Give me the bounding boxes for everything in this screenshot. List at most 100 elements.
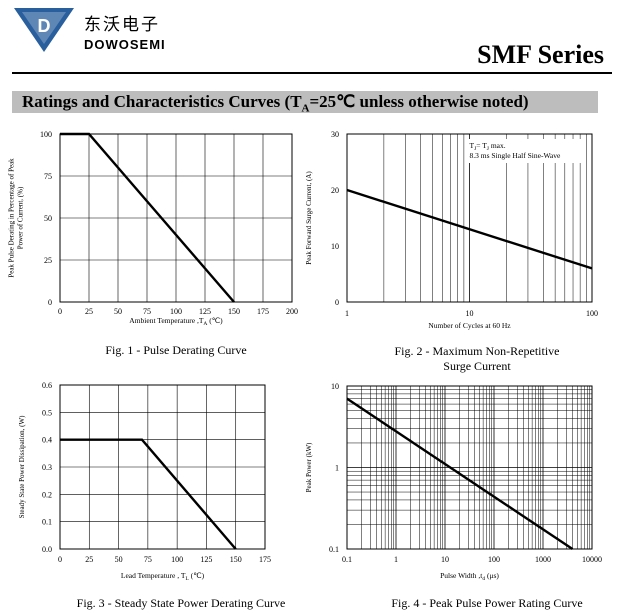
fig2-annotation-part: max. xyxy=(489,141,506,150)
chart-fig1-pulse-derating: 0 25 50 75 100 125 150 175 2000255075100Ambient … xyxy=(8,130,299,327)
header-divider xyxy=(12,72,612,74)
fig4-xtick-label: 10 xyxy=(441,555,449,564)
fig4-xtick-label: 100 xyxy=(488,555,500,564)
fig3-plot-frame xyxy=(59,384,266,550)
fig1-xtick-label: 150 xyxy=(228,307,240,316)
fig3-ytick-label: 0.0 xyxy=(42,545,52,554)
dowosemi-logo: D xyxy=(14,8,74,52)
section-title-prefix: Ratings and Characteristics Curves (T xyxy=(22,92,302,111)
fig3-xlabel-unit: (℃) xyxy=(189,571,205,580)
logo-letter: D xyxy=(38,16,51,36)
section-banner xyxy=(12,91,598,113)
fig1-xtick-label: 175 xyxy=(257,307,269,316)
logo-triangle xyxy=(14,8,74,52)
fig3-xtick-label: 50 xyxy=(115,555,123,564)
chart-fig3-steady-state-derating: 0 25 50 75 100 125 150 175 0.0 0.1 0.2 0.3 0.4 0.5 0.6… xyxy=(18,381,271,582)
fig3-xtick-label: 175 xyxy=(259,555,271,564)
fig2-annotation-bg xyxy=(467,139,586,163)
fig1-xtick-label: 75 xyxy=(143,307,151,316)
fig4-xtick-label: 1 xyxy=(394,555,398,564)
fig1-ylabel: Peak Pulse Derating in Percentage of Pea… xyxy=(8,158,16,278)
fig2-ytick-label: 10 xyxy=(331,242,339,251)
fig4-ytick-label: 1 xyxy=(335,464,339,473)
section-title-subscript: A xyxy=(301,102,310,115)
fig1-caption: Fig. 1 - Pulse Derating Curve xyxy=(105,343,247,357)
fig2-caption: Fig. 2 - Maximum Non-Repetitive Surge Cu… xyxy=(394,344,560,373)
chart-fig2-surge-current: 1 10 100 0 10 20 30 Number of Cycles at 60 Hz Pe… xyxy=(305,130,598,330)
fig2-xtick-label: 100 xyxy=(586,309,598,318)
logo-highlight xyxy=(22,12,66,44)
fig3-xtick-label: 150 xyxy=(230,555,242,564)
fig1-xtick-label: 50 xyxy=(114,307,122,316)
fig1-plot-frame xyxy=(59,133,293,303)
fig3-xtick-label: 25 xyxy=(85,555,93,564)
fig1-ytick-label: 25 xyxy=(44,256,52,265)
fig1-xtick-label: 200 xyxy=(286,307,298,316)
fig4-ytick-label: 10 xyxy=(331,382,339,391)
fig4-xlabel-subscript: d xyxy=(482,576,485,582)
fig4-xtick-label: 10000 xyxy=(582,555,602,564)
fig2-annotation-line2: 8.3 ms Single Half Sine-Wave xyxy=(470,151,562,160)
fig3-xtick-label: 125 xyxy=(200,555,212,564)
fig1-ylabel: Power of Current, (%) xyxy=(17,186,25,249)
fig3-ytick-label: 0.1 xyxy=(42,518,52,527)
fig2-ylabel: Peak Forward Surge Current, (A) xyxy=(305,171,313,265)
fig2-ytick-label: 20 xyxy=(331,186,339,195)
company-name-en: DOWOSEMI xyxy=(84,37,166,52)
fig1-ytick-label: 50 xyxy=(44,214,52,223)
fig2-ytick-label: 30 xyxy=(331,130,339,139)
fig3-ytick-label: 0.3 xyxy=(42,463,52,472)
fig1-xlabel-subscript: A xyxy=(203,321,207,327)
fig1-xtick-label: 0 xyxy=(58,307,62,316)
fig3-xtick-label: 0 xyxy=(58,555,62,564)
fig2-xtick-label: 1 xyxy=(345,309,349,318)
fig3-xlabel: Lead Temperature , TL (℃) xyxy=(121,571,205,582)
fig2-annotation-line1: TJ= TJ max. xyxy=(470,141,506,152)
fig3-xtick-label: 75 xyxy=(144,555,152,564)
fig4-xlabel-unit: (μs) xyxy=(485,571,499,580)
fig2-annotation-part: J xyxy=(474,146,477,152)
fig4-caption: Fig. 4 - Peak Pulse Power Rating Curve xyxy=(391,596,583,610)
fig2-xtick-label: 10 xyxy=(466,309,474,318)
fig2-ytick-label: 0 xyxy=(335,298,339,307)
fig1-xtick-label: 25 xyxy=(85,307,93,316)
fig1-ytick-label: 75 xyxy=(44,172,52,181)
section-title: Ratings and Characteristics Curves (TA=2… xyxy=(22,92,529,114)
fig2-annotation-part: T xyxy=(470,141,475,150)
fig3-ylabel: Steady State Power Dissipation, (W) xyxy=(18,415,26,519)
fig1-ytick-label: 100 xyxy=(40,130,52,139)
fig2-xlabel: Number of Cycles at 60 Hz xyxy=(428,321,511,330)
fig3-xlabel-subscript: L xyxy=(185,576,189,582)
fig1-xtick-label: 125 xyxy=(199,307,211,316)
fig2-annotation-part: J xyxy=(487,146,490,152)
fig1-xtick-label: 100 xyxy=(170,307,182,316)
fig4-grid xyxy=(347,386,592,549)
fig3-ytick-label: 0.6 xyxy=(42,381,52,390)
fig3-series-line xyxy=(60,438,237,550)
series-title: SMF Series xyxy=(477,40,604,69)
fig4-xlabel: Pulse Width ,td (μs) xyxy=(440,571,499,582)
company-name-cn: 东沃电子 xyxy=(84,15,160,35)
fig1-xlabel: Ambient Temperature ,TA (℃) xyxy=(129,316,223,327)
fig3-xtick-label: 100 xyxy=(171,555,183,564)
fig4-series-line xyxy=(346,397,574,550)
fig1-xlabel-unit: (℃) xyxy=(207,316,223,325)
fig3-grid xyxy=(59,384,266,550)
fig4-ytick-label: 0.1 xyxy=(329,545,339,554)
chart-fig4-peak-pulse-power: 0.1 1 10 100 1000 10000 0.1 1 10 Pulse Width ,td … xyxy=(305,382,602,582)
fig2-annotation-part: = T xyxy=(476,141,487,150)
fig3-ytick-label: 0.5 xyxy=(42,408,52,417)
fig1-series-line xyxy=(60,132,235,303)
fig3-ytick-label: 0.4 xyxy=(42,436,52,445)
fig3-caption: Fig. 3 - Steady State Power Derating Cur… xyxy=(76,596,286,610)
fig4-ylabel: Peak Power (kW) xyxy=(305,442,313,492)
fig4-xtick-label: 1000 xyxy=(535,555,551,564)
fig1-grid xyxy=(59,133,293,303)
fig2-plot-frame xyxy=(346,133,593,303)
fig1-ytick-label: 0 xyxy=(48,298,52,307)
fig4-xtick-label: 0.1 xyxy=(342,555,352,564)
fig2-series-line xyxy=(346,188,593,270)
section-title-suffix: =25℃ unless otherwise noted) xyxy=(309,92,529,111)
fig4-plot-frame xyxy=(346,385,593,550)
fig3-ytick-label: 0.2 xyxy=(42,490,52,499)
